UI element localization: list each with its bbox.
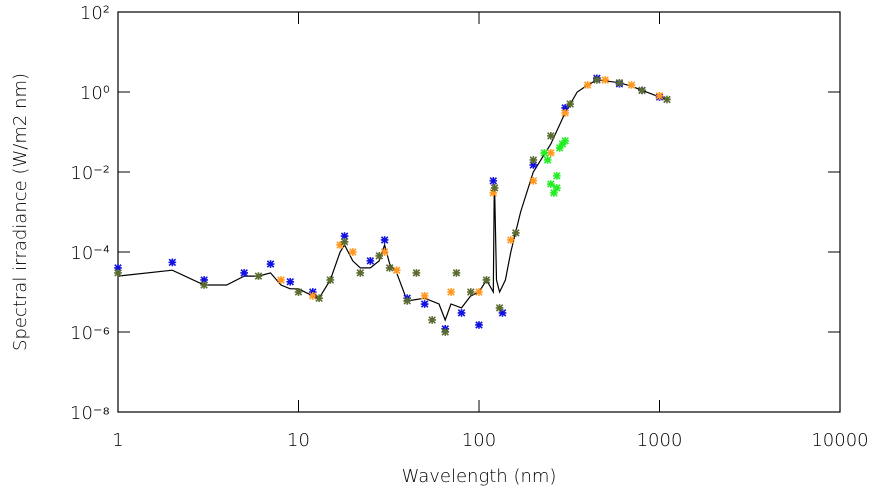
- data-point: [457, 309, 466, 317]
- data-point: [495, 304, 504, 312]
- data-point: [553, 172, 561, 180]
- data-point: [489, 189, 498, 197]
- data-point: [286, 277, 295, 286]
- reference-line: [117, 79, 668, 322]
- data-point: [392, 266, 401, 275]
- data-point: [452, 269, 461, 277]
- data-point: [466, 288, 475, 296]
- data-point: [490, 184, 499, 192]
- x-tick-label: 1000: [637, 430, 683, 451]
- data-point: [308, 292, 317, 300]
- data-point: [240, 269, 249, 277]
- data-point: [340, 232, 349, 240]
- data-point: [506, 236, 515, 244]
- data-point: [403, 297, 412, 305]
- data-point: [326, 276, 335, 284]
- data-point: [266, 260, 275, 268]
- data-point: [294, 288, 303, 296]
- data-point: [546, 149, 555, 157]
- data-point: [420, 300, 429, 308]
- data-point: [561, 104, 569, 112]
- data-point: [583, 81, 592, 89]
- x-tick-label: 1: [112, 430, 123, 451]
- data-point: [540, 149, 549, 157]
- data-point: [114, 264, 122, 272]
- data-point: [385, 264, 394, 272]
- data-point: [655, 92, 664, 100]
- data-point: [420, 292, 429, 300]
- data-point: [308, 288, 317, 296]
- plot-frame: [117, 11, 841, 413]
- data-point: [566, 100, 575, 108]
- data-point: [375, 252, 384, 260]
- data-point: [498, 309, 507, 317]
- data-point: [615, 78, 624, 87]
- data-point: [200, 281, 208, 289]
- data-point: [114, 269, 122, 277]
- data-point: [380, 248, 389, 256]
- data-point: [475, 288, 483, 296]
- data-point: [555, 144, 564, 152]
- data-point: [412, 269, 421, 277]
- data-point: [561, 109, 569, 117]
- data-point: [550, 189, 558, 197]
- data-point: [366, 257, 375, 265]
- y-tick-label: 10⁻²: [70, 163, 110, 184]
- y-tick-label: 10²: [80, 3, 110, 24]
- x-axis-label: Wavelength (nm): [402, 466, 557, 487]
- data-point: [561, 137, 569, 145]
- y-tick-label: 10⁻⁴: [70, 243, 110, 264]
- data-point: [168, 258, 177, 267]
- data-point: [428, 316, 436, 324]
- data-point: [475, 321, 483, 329]
- data-point: [489, 177, 498, 185]
- data-point: [638, 86, 646, 95]
- data-point: [441, 328, 450, 336]
- data-point: [529, 161, 538, 169]
- y-tick-label: 10⁻⁶: [70, 323, 110, 344]
- data-point: [663, 95, 671, 104]
- x-tick-label: 10: [287, 430, 310, 451]
- data-point: [447, 288, 455, 296]
- data-point: [601, 76, 610, 84]
- y-tick-label: 10⁻⁸: [70, 403, 110, 424]
- data-point: [529, 156, 538, 164]
- data-point: [529, 177, 538, 185]
- y-axis-label: Spectral irradiance (W/m2 nm): [10, 73, 31, 351]
- data-point: [348, 248, 357, 256]
- data-point: [380, 236, 389, 244]
- data-point: [627, 81, 636, 89]
- y-tick-label: 10⁰: [80, 83, 110, 104]
- data-point: [482, 276, 491, 284]
- data-point: [277, 276, 285, 284]
- data-point: [254, 272, 263, 280]
- data-point: [200, 276, 208, 284]
- data-point: [356, 269, 365, 277]
- data-point: [593, 76, 601, 84]
- data-point: [546, 132, 555, 140]
- data-point: [553, 184, 561, 192]
- x-tick-label: 100: [462, 430, 496, 451]
- data-point: [543, 156, 552, 164]
- data-point: [546, 180, 555, 188]
- data-point: [315, 294, 323, 303]
- data-point: [340, 237, 349, 246]
- x-tick-label: 10000: [811, 430, 868, 451]
- data-point: [512, 229, 520, 237]
- data-point: [336, 241, 344, 249]
